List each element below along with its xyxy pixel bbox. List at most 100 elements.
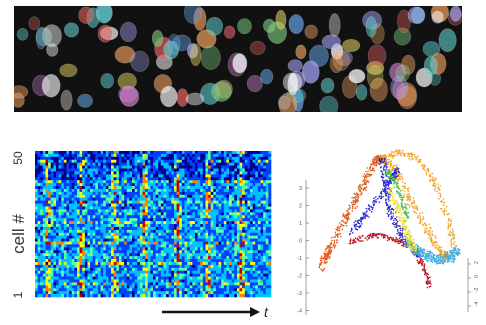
heatmap-cell (166, 221, 170, 225)
heatmap-cell (229, 209, 232, 213)
heatmap-cell (160, 165, 164, 169)
heatmap-cell (132, 259, 135, 263)
heatmap-cell (61, 264, 65, 269)
heatmap-cell (116, 259, 120, 263)
trajectory-point (352, 201, 355, 204)
heatmap-cell (142, 224, 146, 228)
heatmap-cell (242, 273, 246, 277)
heatmap-cell (84, 294, 88, 298)
heatmap-cell (37, 174, 41, 178)
heatmap-cell (116, 235, 120, 239)
heatmap-cell (142, 209, 146, 213)
heatmap-cell (137, 168, 141, 172)
heatmap-cell (163, 171, 167, 175)
heatmap-cell (163, 203, 167, 207)
heatmap-cell (63, 226, 67, 231)
heatmap-cell (229, 162, 232, 166)
heatmap-cell (111, 285, 114, 289)
heatmap-cell (90, 229, 93, 234)
heatmap-cell (53, 273, 57, 277)
heatmap-cell (71, 215, 75, 219)
heatmap-cell (231, 226, 235, 231)
heatmap-cell (61, 188, 65, 193)
heatmap-cell (37, 229, 41, 234)
heatmap-cell (194, 180, 198, 184)
heatmap-cell (126, 171, 130, 175)
heatmap-cell (139, 264, 143, 269)
heatmap-cell (166, 241, 170, 245)
heatmap-cell (40, 279, 44, 283)
heatmap-cell (129, 153, 133, 158)
heatmap-cell (205, 162, 209, 166)
heatmap-cell (181, 200, 185, 204)
heatmap-cell (236, 212, 240, 216)
heatmap-cell (213, 253, 217, 257)
heatmap-cell (197, 203, 201, 207)
heatmap-cell (108, 188, 112, 193)
heatmap-cell (55, 224, 59, 228)
heatmap-cell (35, 153, 38, 158)
heatmap-cell (145, 285, 149, 289)
heatmap-cell (234, 267, 238, 272)
heatmap-cell (84, 177, 88, 181)
heatmap-cell (252, 244, 256, 248)
heatmap-cell (63, 261, 67, 266)
heatmap-cell (257, 194, 261, 199)
heatmap-cell (111, 288, 114, 292)
heatmap-cell (260, 282, 264, 286)
heatmap-cell (265, 259, 269, 263)
heatmap-cell (158, 203, 162, 207)
heatmap-cell (187, 294, 191, 298)
heatmap-cell (121, 159, 125, 163)
heatmap-cell (48, 165, 52, 169)
heatmap-cell (234, 194, 238, 199)
heatmap-cell (202, 197, 206, 201)
heatmap-cell (252, 168, 256, 172)
heatmap-cell (229, 188, 232, 193)
heatmap-cell (84, 226, 88, 231)
heatmap-cell (58, 279, 62, 283)
heatmap-cell (213, 191, 217, 196)
heatmap-cell (247, 232, 251, 236)
heatmap-cell (221, 203, 225, 207)
heatmap-cell (187, 215, 191, 219)
heatmap-cell (208, 224, 211, 228)
heatmap-cell (55, 288, 59, 292)
heatmap-cell (239, 183, 243, 187)
heatmap-cell (113, 294, 117, 298)
heatmap-cell (84, 162, 88, 166)
heatmap-cell (197, 285, 201, 289)
trajectory-point (324, 255, 326, 258)
heatmap-cell (61, 241, 65, 245)
heatmap-cell (265, 203, 269, 207)
heatmap-cell (76, 194, 80, 199)
heatmap-cell (252, 188, 256, 193)
heatmap-cell (147, 203, 151, 207)
heatmap-cell (221, 177, 225, 181)
imaged-cell (401, 54, 416, 75)
heatmap-cell (53, 209, 57, 213)
heatmap-cell (124, 259, 128, 263)
heatmap-cell (257, 241, 261, 245)
heatmap-cell (268, 200, 272, 204)
heatmap-cell (244, 224, 248, 228)
heatmap-cell (210, 203, 214, 207)
heatmap-cell (192, 253, 196, 257)
heatmap-cell (69, 215, 73, 219)
heatmap-cell (142, 156, 146, 161)
heatmap-cell (250, 153, 253, 158)
trajectory-point (334, 231, 337, 234)
trajectory-point (354, 202, 357, 205)
heatmap-cell (187, 203, 191, 207)
heatmap-cell (116, 256, 120, 260)
heatmap-cell (50, 218, 54, 222)
heatmap-cell (218, 273, 222, 277)
heatmap-cell (250, 200, 253, 204)
trajectory-point (344, 217, 346, 219)
heatmap-cell (113, 156, 117, 161)
heatmap-cell (252, 177, 256, 181)
heatmap-cell (168, 203, 172, 207)
heatmap-cell (184, 288, 188, 292)
heatmap-cell (268, 197, 272, 201)
heatmap-cell (181, 191, 185, 196)
